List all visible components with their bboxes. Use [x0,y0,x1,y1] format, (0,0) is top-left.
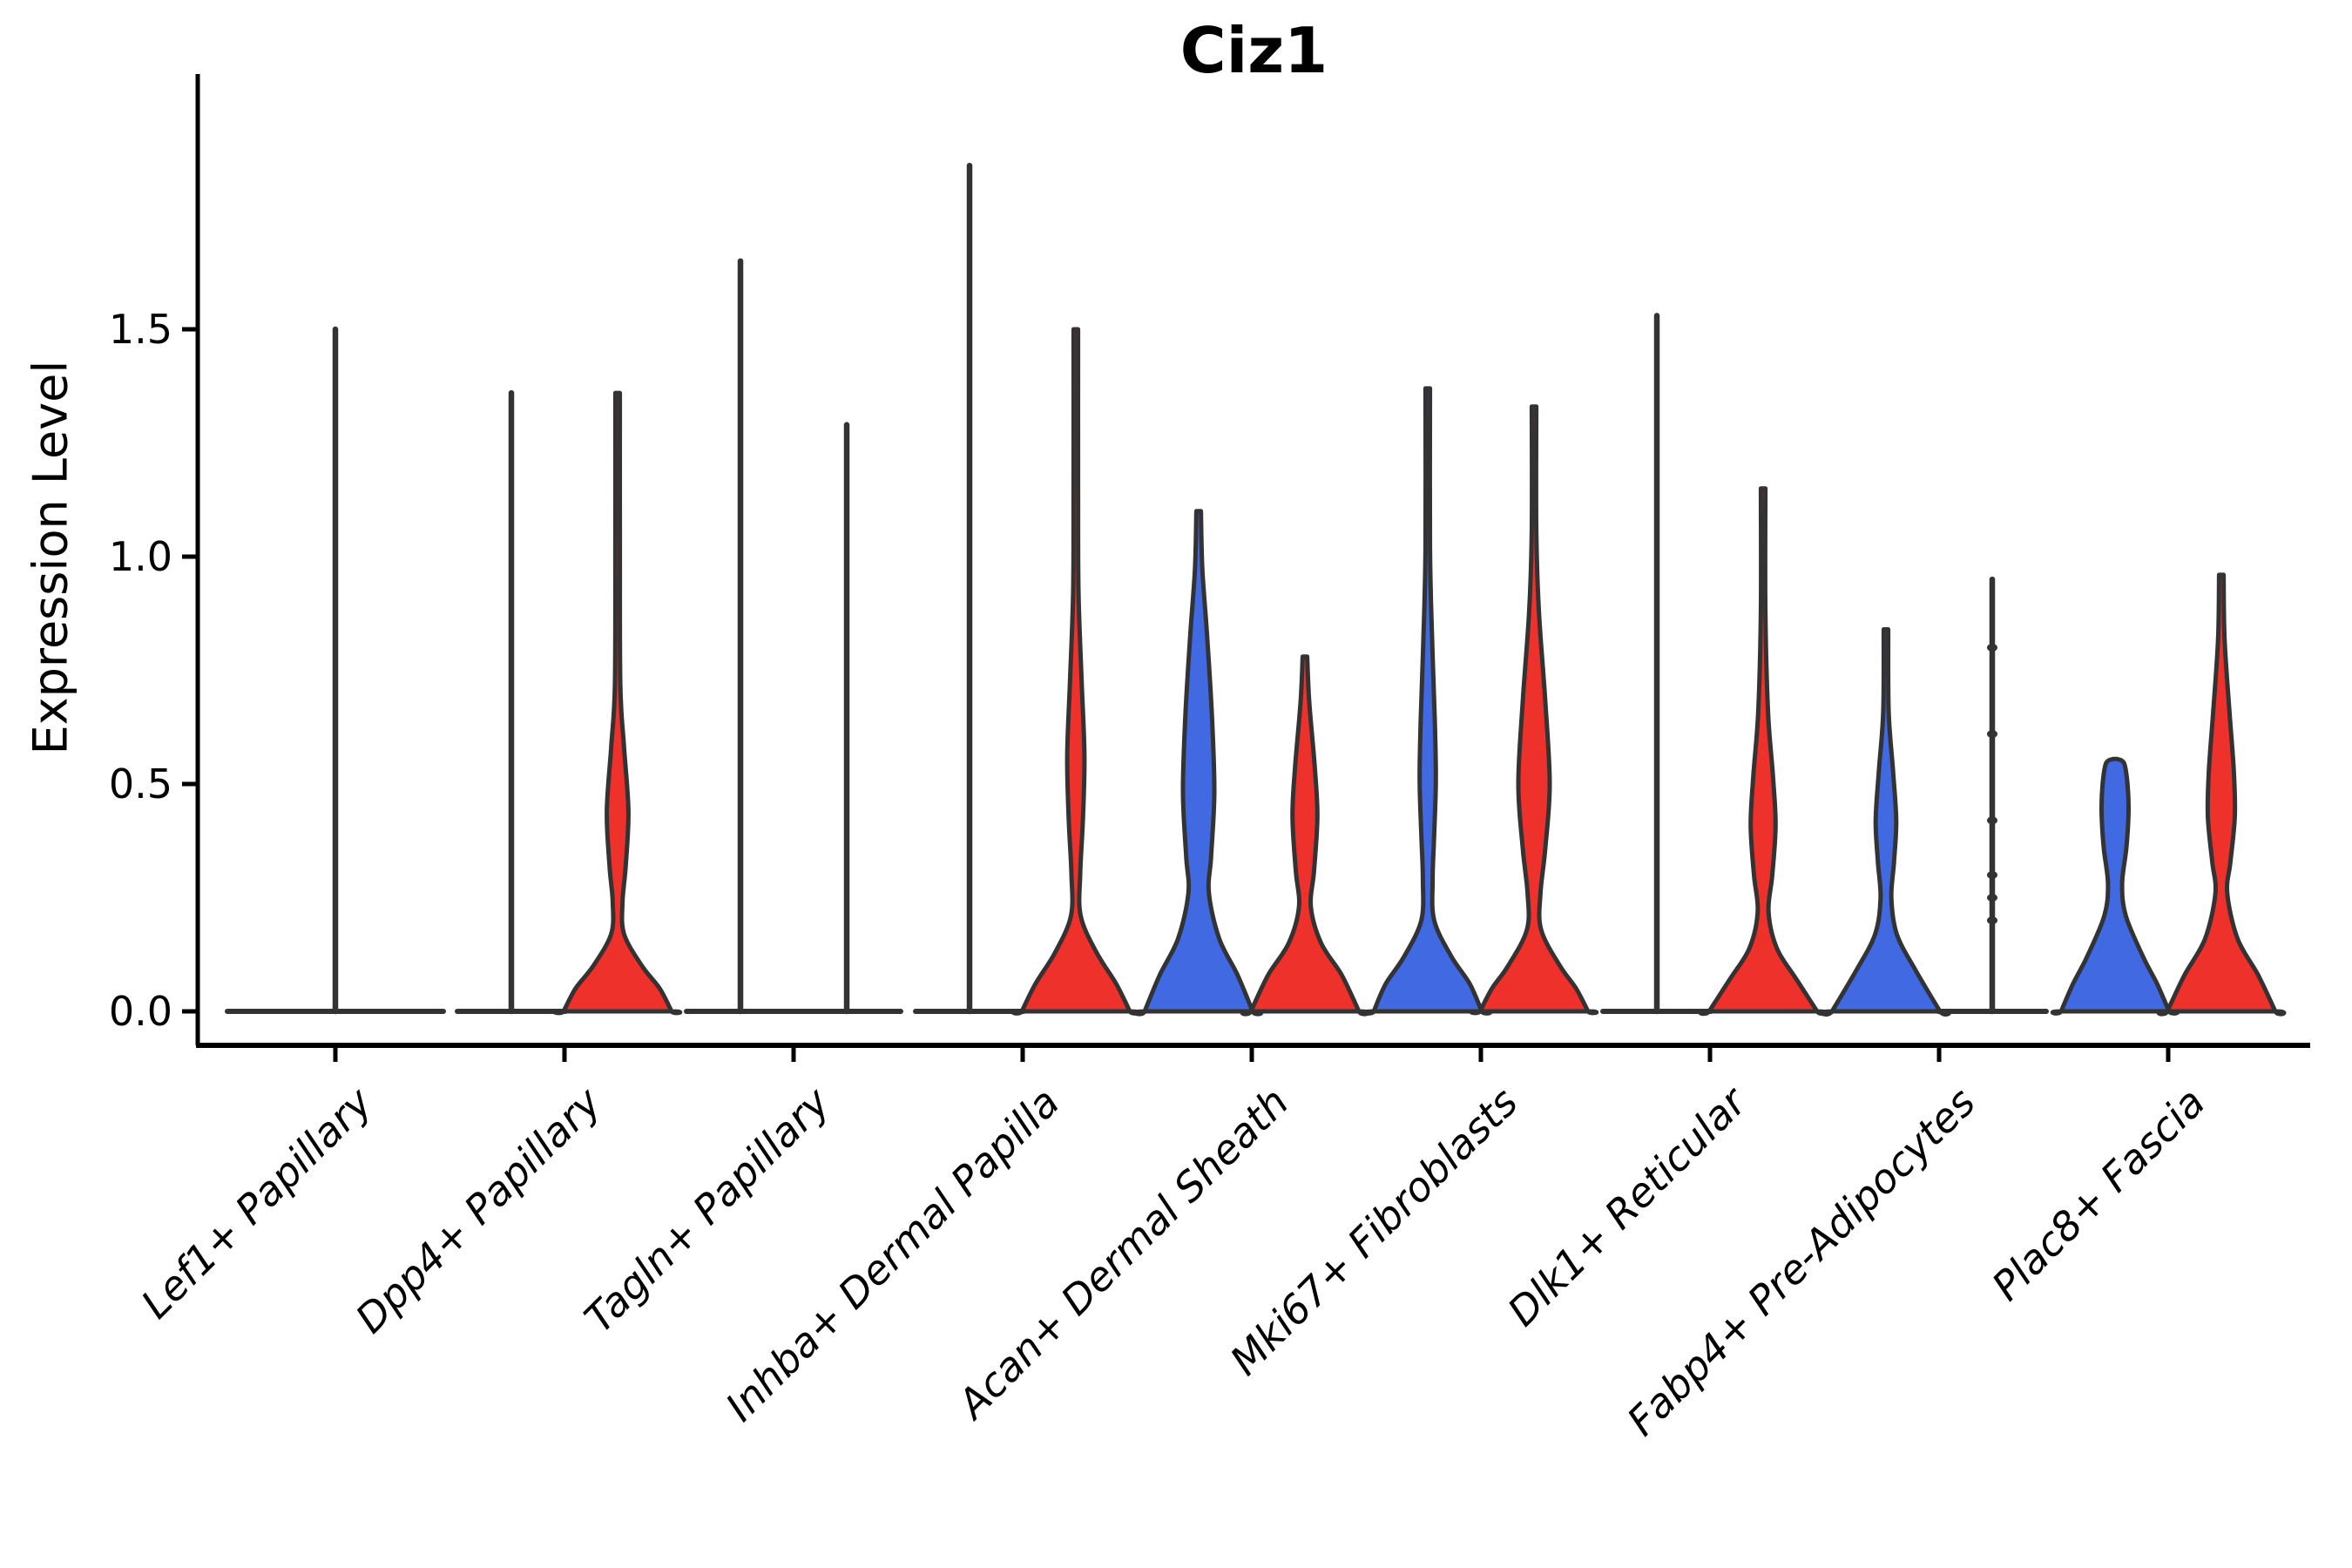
y-tick-label-0.0: 0.0 [108,988,172,1035]
violin-cat7-red [1698,486,1828,1017]
violin-cat8-red-data-point [1987,643,1997,652]
violin-cat4-red [1010,327,1141,1016]
violin-cat8-red-data-point [1987,816,1997,825]
violin-cat6-blue [1362,386,1493,1016]
plot-title: Ciz1 [1179,14,1328,87]
violin-cat8-red-data-point [1987,916,1997,925]
violin-cat5-red [1240,654,1370,1017]
violin-cat8-red-data-point [1987,730,1997,739]
violin-cat6-red [1469,404,1599,1016]
y-tick-label-0.5: 0.5 [108,760,172,808]
y-tick-label-1.5: 1.5 [108,306,172,353]
violin-cat2-red [552,390,683,1016]
violin-cat5-blue [1133,509,1264,1017]
violin-cat9-blue [2050,756,2180,1016]
violin-cat8-blue [1821,627,1951,1017]
violin-cat9-red [2156,572,2287,1017]
y-tick-label-1.0: 1.0 [108,533,172,580]
violin-cat8-red-data-point [1987,894,1997,902]
violin-cat8-red-data-point [1987,870,1997,879]
